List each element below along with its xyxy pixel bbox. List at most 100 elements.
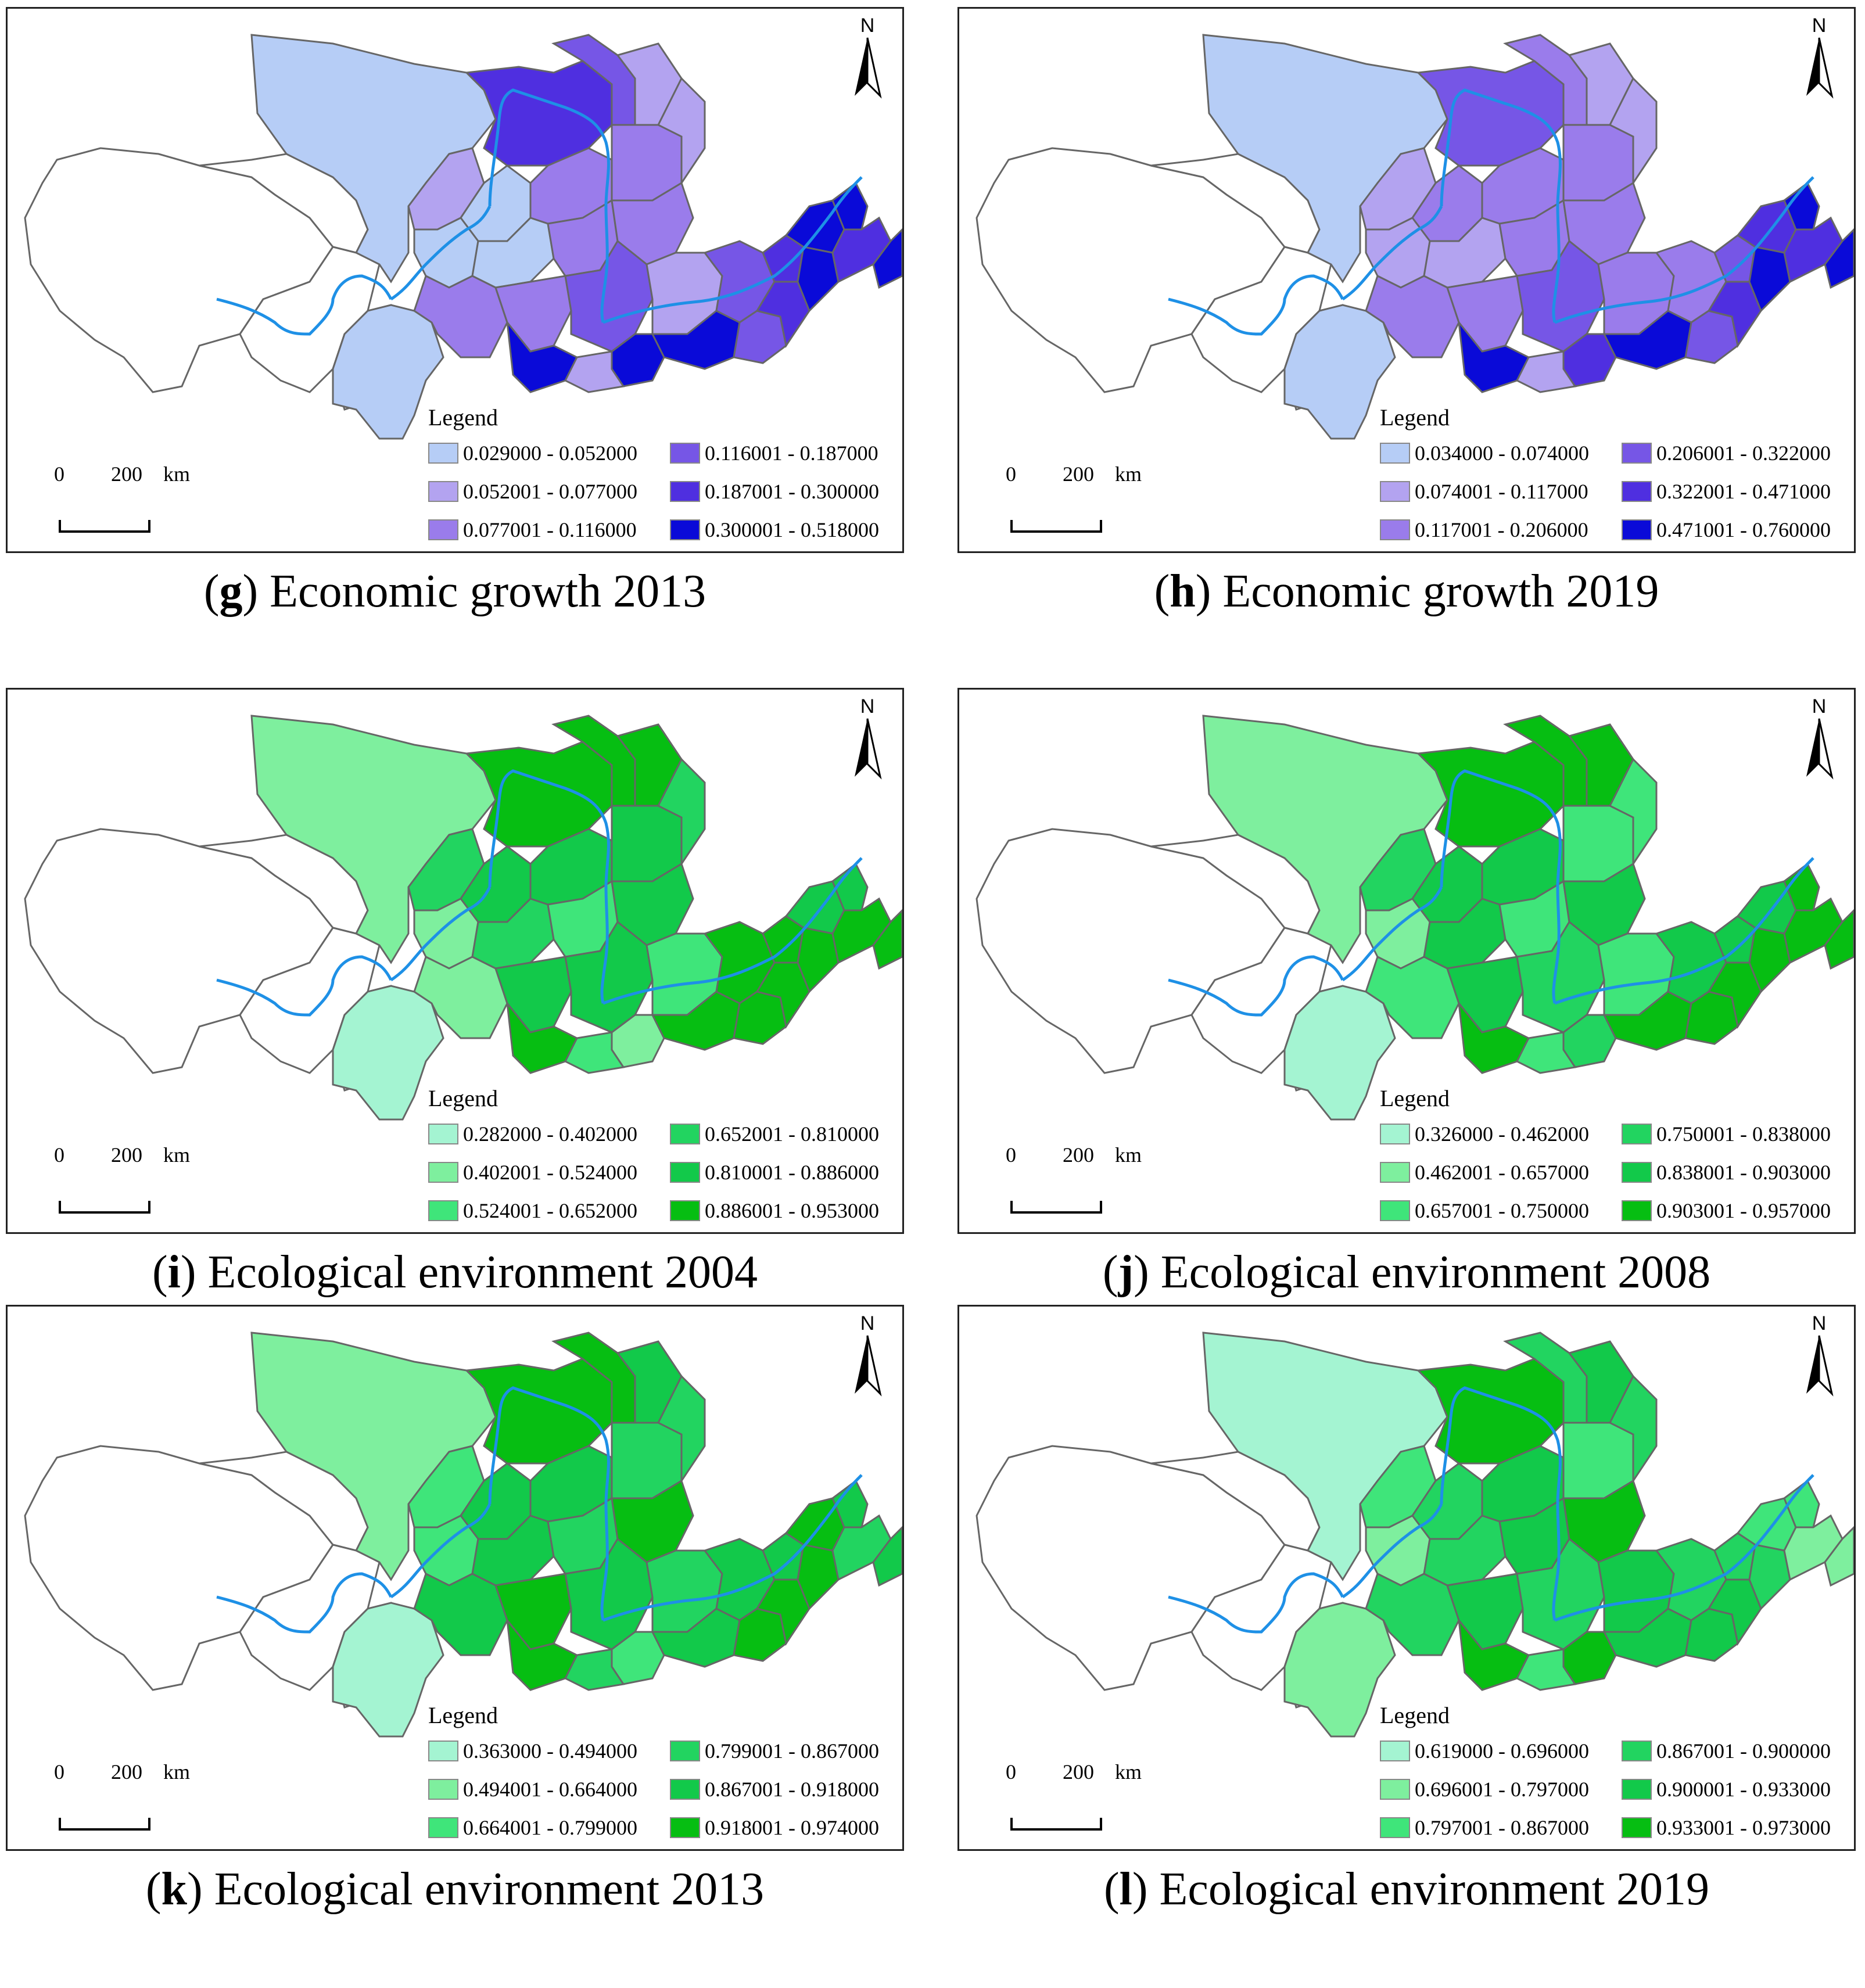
legend-item: 0.494001 - 0.664000	[428, 1775, 637, 1804]
legend-label: 0.052001 - 0.077000	[463, 480, 637, 503]
yellow-river-line	[600, 206, 609, 323]
legend-swatch	[1380, 443, 1410, 464]
panel-caption: (i) Ecological environment 2004	[152, 1247, 758, 1298]
legend-label: 0.918001 - 0.974000	[705, 1816, 879, 1839]
legend-item: 0.282000 - 0.402000	[428, 1119, 637, 1149]
north-label: N	[1812, 695, 1827, 717]
scale-zero: 0	[1006, 462, 1016, 486]
scale-unit: km	[1115, 1143, 1142, 1167]
legend-swatch	[670, 1817, 700, 1838]
legend-label: 0.074001 - 0.117000	[1415, 480, 1588, 503]
scale-bar: 0 200 km	[994, 462, 1145, 543]
scale-bar: 0 200 km	[994, 1143, 1145, 1224]
legend-swatch	[1622, 1124, 1652, 1144]
map-region	[1748, 1544, 1791, 1610]
yellow-river-line	[1552, 206, 1561, 323]
map-region	[872, 228, 902, 289]
north-arrow: N	[1796, 695, 1842, 788]
yellow-river-line	[1552, 887, 1561, 1004]
yellow-river-line	[216, 955, 393, 1017]
scale-value: 200	[111, 462, 142, 486]
north-arrow: N	[844, 15, 891, 107]
scale-line	[59, 1201, 150, 1214]
legend-swatch	[428, 443, 458, 464]
panel-letter: l	[1119, 1864, 1132, 1915]
choropleth-map	[975, 715, 1854, 1121]
north-arrow-icon	[1806, 1335, 1834, 1397]
map-region	[1365, 955, 1460, 1039]
legend-label: 0.652001 - 0.810000	[705, 1122, 879, 1146]
legend-item: 0.750001 - 0.838000	[1622, 1119, 1831, 1149]
legend-swatch	[428, 1162, 458, 1183]
north-arrow-icon	[855, 37, 882, 99]
north-arrow: N	[844, 1312, 891, 1405]
legend-item: 0.116001 - 0.187000	[670, 439, 878, 468]
map-region	[1748, 927, 1791, 993]
north-arrow: N	[1796, 1312, 1842, 1405]
choropleth-map	[975, 34, 1854, 440]
scale-zero: 0	[1006, 1760, 1016, 1784]
yellow-river-line	[1342, 886, 1443, 982]
legend-swatch	[1380, 1817, 1410, 1838]
legend-swatch	[670, 1200, 700, 1221]
map-region	[564, 239, 654, 353]
panel-letter: i	[167, 1247, 181, 1298]
legend-label: 0.402001 - 0.524000	[463, 1161, 637, 1184]
legend-item: 0.933001 - 0.973000	[1622, 1813, 1831, 1842]
legend-item: 0.900001 - 0.933000	[1622, 1775, 1831, 1804]
legend-label: 0.867001 - 0.900000	[1656, 1739, 1831, 1763]
map-region	[1515, 350, 1577, 393]
legend-swatch	[1380, 1779, 1410, 1800]
yellow-river-line	[600, 887, 609, 1004]
yellow-river-line	[1440, 769, 1562, 888]
map-region	[1516, 239, 1605, 353]
legend-item: 0.052001 - 0.077000	[428, 477, 637, 506]
map-region	[1515, 1648, 1577, 1691]
legend-swatch	[428, 519, 458, 540]
map-region	[494, 275, 572, 353]
legend-swatch	[670, 1779, 700, 1800]
choropleth-map	[24, 715, 902, 1121]
scale-unit: km	[1115, 1760, 1142, 1784]
yellow-river-line	[1168, 274, 1344, 336]
scale-value: 200	[111, 1760, 142, 1784]
legend-item: 0.886001 - 0.953000	[670, 1196, 879, 1225]
yellow-river-line	[1554, 176, 1814, 324]
scale-unit: km	[163, 462, 191, 486]
map-region	[1515, 1031, 1577, 1074]
legend-swatch	[1380, 1162, 1410, 1183]
yellow-river-line	[1440, 1386, 1562, 1505]
map-panel-g: N 0 200 km Legend 0.029000 - 0.052000 0.0…	[6, 7, 904, 690]
map-region	[564, 920, 654, 1034]
map-frame: N 0 200 km Legend 0.282000 - 0.402000 0.4…	[6, 688, 904, 1234]
scale-bar: 0 200 km	[42, 1143, 193, 1224]
legend-swatch	[1622, 1741, 1652, 1761]
yellow-river-line	[390, 886, 492, 982]
scale-line	[59, 1818, 150, 1831]
map-region	[564, 1031, 625, 1074]
map-panel-j: N 0 200 km Legend 0.326000 - 0.462000 0.4…	[957, 688, 1856, 1371]
north-arrow: N	[844, 695, 891, 788]
legend-label: 0.282000 - 0.402000	[463, 1122, 637, 1146]
legend-label: 0.903001 - 0.957000	[1656, 1199, 1831, 1222]
legend-swatch	[670, 519, 700, 540]
legend-swatch	[428, 1741, 458, 1761]
yellow-river-line	[1168, 1572, 1344, 1634]
map-region	[1608, 758, 1658, 867]
choropleth-map	[975, 1332, 1854, 1738]
legend-item: 0.187001 - 0.300000	[670, 477, 879, 506]
legend-label: 0.619000 - 0.696000	[1415, 1739, 1589, 1763]
legend-item: 0.799001 - 0.867000	[670, 1736, 879, 1765]
map-region	[1608, 77, 1658, 186]
legend-label: 0.029000 - 0.052000	[463, 442, 637, 465]
legend-swatch	[1622, 443, 1652, 464]
legend-swatch	[1622, 1200, 1652, 1221]
legend-item: 0.206001 - 0.322000	[1622, 439, 1831, 468]
map-panel-h: N 0 200 km Legend 0.034000 - 0.074000 0.0…	[957, 7, 1856, 690]
legend-item: 0.867001 - 0.918000	[670, 1775, 879, 1804]
panel-title: Economic growth 2013	[270, 566, 706, 617]
legend: Legend 0.034000 - 0.074000 0.074001 - 0.1…	[1366, 404, 1854, 549]
yellow-river-line	[1342, 205, 1443, 301]
north-arrow-icon	[855, 1335, 882, 1397]
yellow-river-line	[602, 176, 863, 324]
